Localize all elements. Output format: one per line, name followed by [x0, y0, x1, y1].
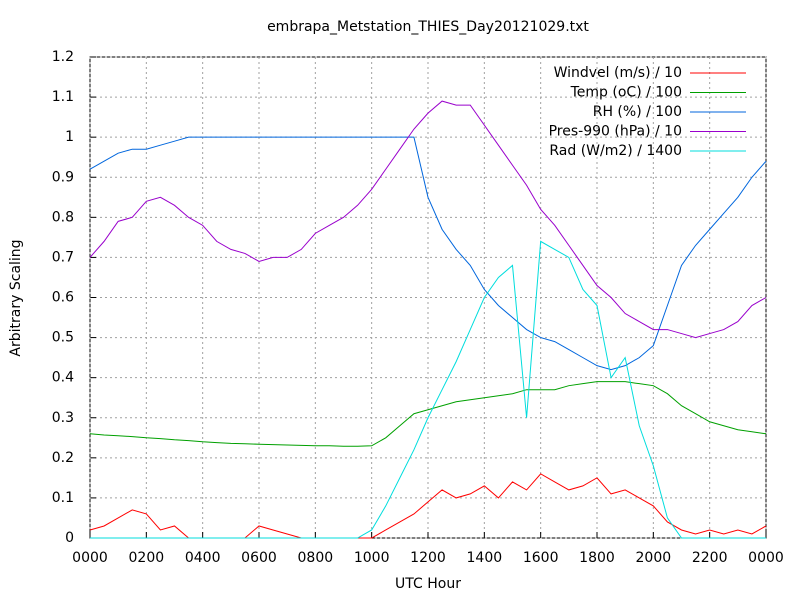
- y-tick-label: 0.5: [52, 330, 74, 346]
- legend-label: Rad (W/m2) / 1400: [549, 143, 682, 159]
- x-tick-label: 0800: [298, 550, 334, 566]
- y-tick-label: 1: [65, 129, 74, 145]
- y-tick-label: 1.1: [52, 89, 74, 105]
- series-line: [90, 240, 766, 539]
- y-tick-label: 0: [65, 530, 74, 546]
- x-tick-label: 2000: [636, 550, 672, 566]
- series-line: [89, 100, 767, 339]
- x-tick-label: 0400: [185, 550, 221, 566]
- y-tick-label: 0.9: [52, 169, 74, 185]
- x-tick-label: 0000: [748, 550, 784, 566]
- y-tick-label: 0.7: [52, 249, 74, 265]
- x-tick-label: 1600: [523, 550, 559, 566]
- y-tick-label: 1.2: [52, 49, 74, 65]
- legend-label: Windvel (m/s) / 10: [554, 65, 682, 81]
- x-tick-label: 0600: [241, 550, 277, 566]
- x-tick-label: 0200: [129, 550, 165, 566]
- y-tick-label: 0.8: [52, 209, 74, 225]
- x-axis-label: UTC Hour: [395, 576, 461, 592]
- legend-label: RH (%) / 100: [593, 104, 682, 120]
- y-tick-label: 0.4: [52, 370, 74, 386]
- y-tick-label: 0.2: [52, 450, 74, 466]
- x-tick-label: 1400: [467, 550, 503, 566]
- series-line: [89, 136, 767, 371]
- x-tick-label: 0000: [72, 550, 108, 566]
- y-axis-label: Arbitrary Scaling: [8, 239, 24, 356]
- legend-label: Pres-990 (hPa) / 10: [549, 124, 682, 140]
- y-tick-label: 0.6: [52, 290, 74, 306]
- legend-label: Temp (oC) / 100: [570, 85, 682, 101]
- x-tick-label: 2200: [692, 550, 728, 566]
- chart-title: embrapa_Metstation_THIES_Day20121029.txt: [267, 19, 589, 35]
- series-line: [89, 381, 767, 447]
- x-tick-label: 1800: [579, 550, 615, 566]
- y-tick-label: 0.1: [52, 490, 74, 506]
- x-tick-label: 1200: [410, 550, 446, 566]
- x-tick-label: 1000: [354, 550, 390, 566]
- y-tick-label: 0.3: [52, 410, 74, 426]
